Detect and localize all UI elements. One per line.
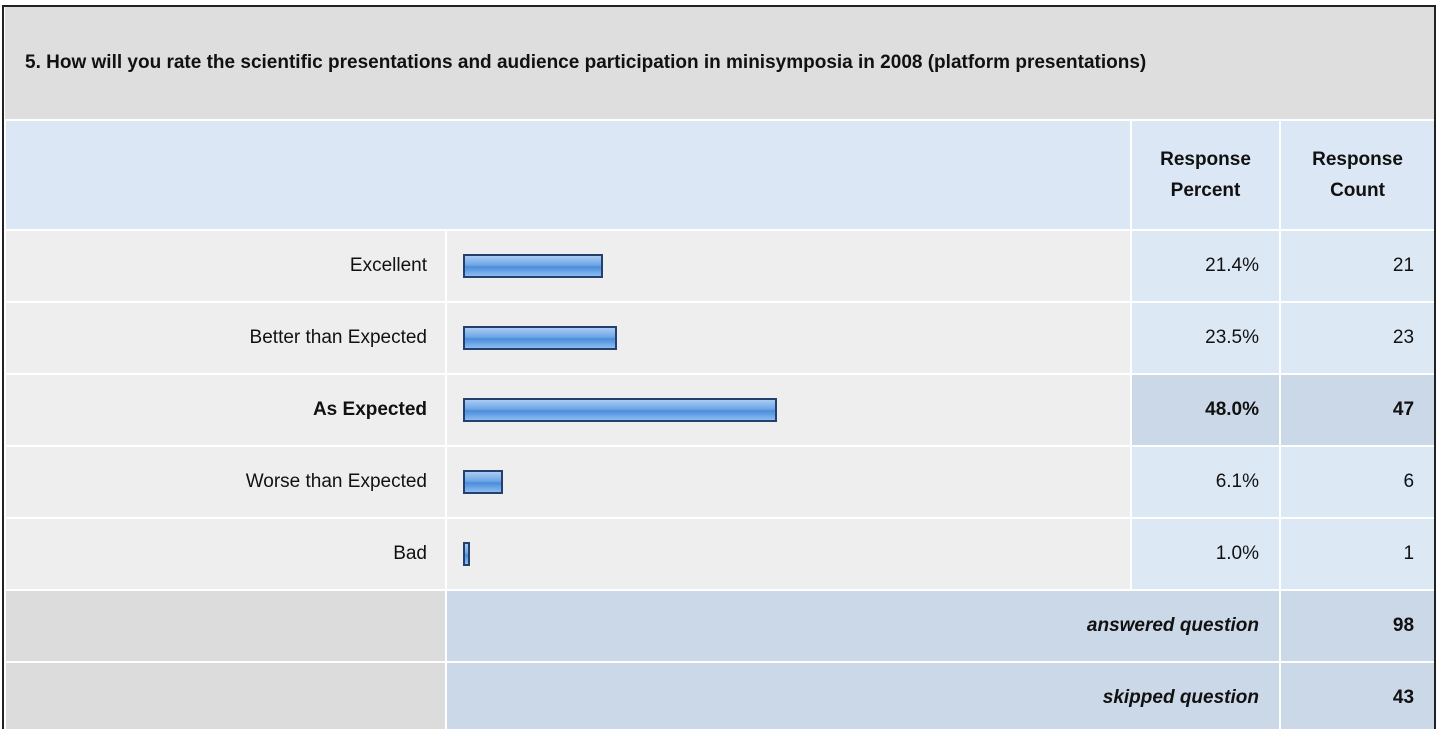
summary-label: answered question [445,589,1281,663]
answer-row: As Expected 48.0% 47 [4,373,1434,447]
bar [463,470,503,494]
response-percent: 6.1% [1130,445,1281,519]
summary-count: 43 [1278,661,1434,729]
question-title: 5. How will you rate the scientific pres… [5,7,1434,121]
bar [463,398,778,422]
bar [463,326,617,350]
response-count: 21 [1278,229,1434,303]
count-header: Response Count [1278,119,1434,231]
bar-cell [445,373,1132,447]
response-count: 6 [1278,445,1434,519]
answer-row: Better than Expected 23.5% 23 [4,301,1434,375]
bar-cell [445,301,1132,375]
response-count: 47 [1278,373,1434,447]
survey-panel: 5. How will you rate the scientific pres… [2,5,1436,729]
answer-label: As Expected [4,373,447,447]
summary-blank [4,589,447,663]
results-table: 5. How will you rate the scientific pres… [4,7,1434,729]
bar-cell [445,229,1132,303]
bar-cell [445,445,1132,519]
response-percent: 23.5% [1130,301,1281,375]
summary-row: skipped question 43 [4,661,1434,729]
answer-row: Worse than Expected 6.1% 6 [4,445,1434,519]
response-percent: 48.0% [1130,373,1281,447]
response-count: 23 [1278,301,1434,375]
answer-label: Worse than Expected [4,445,447,519]
summary-row: answered question 98 [4,589,1434,663]
answer-row: Excellent 21.4% 21 [4,229,1434,303]
response-percent: 1.0% [1130,517,1281,591]
answer-label: Bad [4,517,447,591]
answer-row: Bad 1.0% 1 [4,517,1434,591]
response-count: 1 [1278,517,1434,591]
bar [463,542,470,566]
summary-label: skipped question [445,661,1281,729]
summary-blank [4,661,447,729]
answer-label: Better than Expected [4,301,447,375]
header-blank [4,119,1132,231]
bar-cell [445,517,1132,591]
response-percent: 21.4% [1130,229,1281,303]
header-row: Response Percent Response Count [4,119,1434,231]
answer-label: Excellent [4,229,447,303]
table-body: 5. How will you rate the scientific pres… [4,7,1434,729]
percent-header: Response Percent [1130,119,1281,231]
summary-count: 98 [1278,589,1434,663]
bar [463,254,604,278]
